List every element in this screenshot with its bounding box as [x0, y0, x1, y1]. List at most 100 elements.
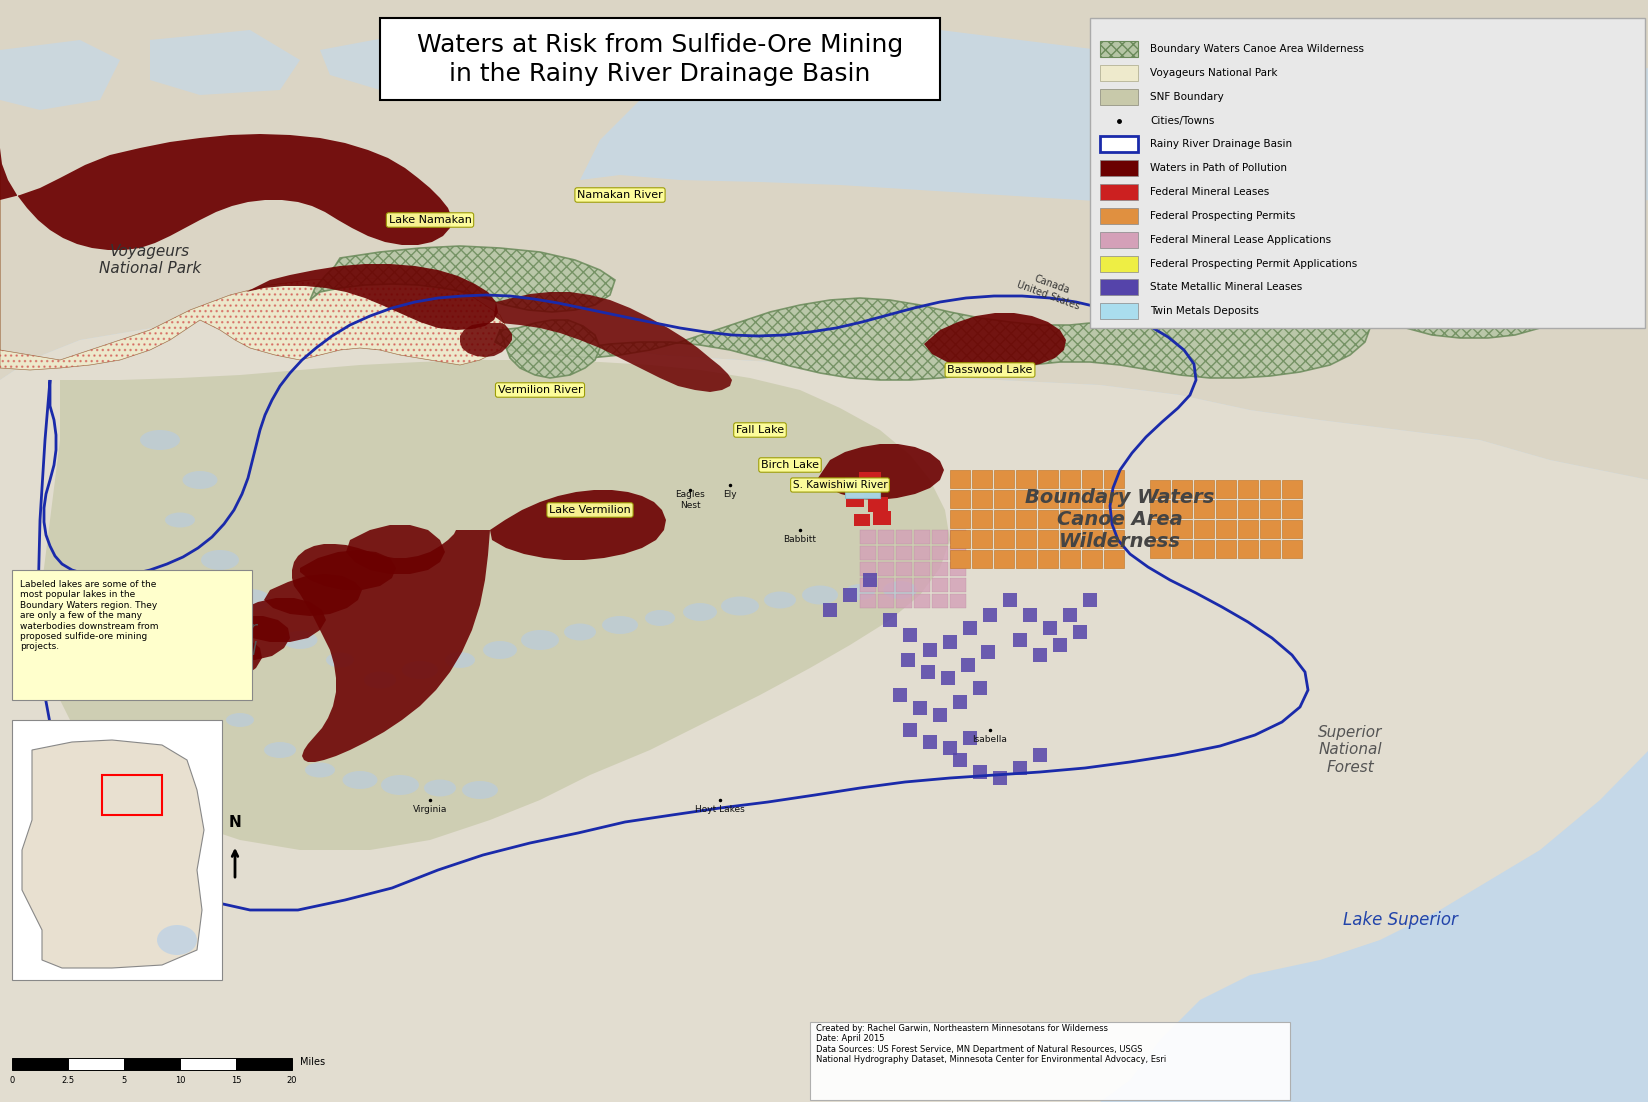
Bar: [1089, 18, 1645, 328]
Bar: [949, 545, 966, 560]
Text: Canada
United States: Canada United States: [1015, 269, 1084, 312]
Text: in the Rainy River Drainage Basin: in the Rainy River Drainage Basin: [448, 62, 870, 86]
Bar: [867, 497, 888, 512]
Polygon shape: [0, 310, 1648, 1102]
Bar: [1193, 540, 1213, 558]
Bar: [1015, 490, 1035, 508]
Ellipse shape: [282, 631, 318, 649]
Ellipse shape: [201, 550, 239, 570]
Bar: [913, 594, 929, 608]
Text: Babbitt: Babbitt: [783, 536, 816, 544]
Text: Isabella: Isabella: [972, 735, 1007, 745]
Bar: [1002, 593, 1017, 607]
Text: Basswood Lake: Basswood Lake: [946, 365, 1032, 375]
Bar: [1193, 520, 1213, 538]
Polygon shape: [489, 490, 666, 560]
Ellipse shape: [402, 661, 438, 679]
Ellipse shape: [264, 742, 297, 758]
Text: 5: 5: [122, 1076, 127, 1085]
Text: 10: 10: [175, 1076, 185, 1085]
Bar: [1037, 469, 1058, 488]
Polygon shape: [346, 525, 445, 574]
Text: Hoyt Lakes: Hoyt Lakes: [695, 806, 745, 814]
Bar: [1259, 540, 1279, 558]
Bar: [1060, 550, 1079, 568]
Polygon shape: [817, 444, 943, 500]
Text: Voyageurs National Park: Voyageurs National Park: [1149, 68, 1277, 78]
Ellipse shape: [844, 584, 875, 599]
Bar: [1060, 510, 1079, 528]
Bar: [1081, 510, 1101, 528]
Bar: [1032, 748, 1046, 761]
Polygon shape: [580, 20, 1648, 225]
Bar: [931, 579, 948, 592]
Bar: [1099, 231, 1137, 248]
Bar: [895, 594, 911, 608]
Polygon shape: [310, 246, 615, 312]
Bar: [1238, 540, 1257, 558]
Bar: [1015, 530, 1035, 548]
Bar: [1149, 540, 1170, 558]
Bar: [877, 594, 893, 608]
Text: 2.5: 2.5: [61, 1076, 74, 1085]
Bar: [1060, 469, 1079, 488]
Bar: [1103, 469, 1124, 488]
Bar: [931, 594, 948, 608]
Bar: [1012, 761, 1027, 775]
Bar: [854, 514, 870, 526]
Bar: [981, 645, 994, 659]
Ellipse shape: [461, 781, 498, 799]
Bar: [1103, 530, 1124, 548]
Bar: [877, 545, 893, 560]
Bar: [972, 681, 987, 695]
Bar: [1149, 500, 1170, 518]
Bar: [992, 771, 1007, 785]
Bar: [949, 530, 966, 544]
Text: Miles: Miles: [300, 1057, 325, 1067]
Bar: [971, 490, 992, 508]
Bar: [994, 550, 1014, 568]
Bar: [1099, 65, 1137, 80]
Bar: [1099, 89, 1137, 105]
Text: Federal Prospecting Permit Applications: Federal Prospecting Permit Applications: [1149, 259, 1356, 269]
Text: Lake Vermilion: Lake Vermilion: [549, 505, 631, 515]
Bar: [872, 511, 890, 525]
Bar: [971, 530, 992, 548]
Bar: [972, 765, 987, 779]
Ellipse shape: [445, 652, 475, 668]
Bar: [949, 469, 969, 488]
Bar: [962, 731, 976, 745]
Text: Eagles
Nest: Eagles Nest: [674, 490, 704, 510]
Text: Created by: Rachel Garwin, Northeastern Minnesotans for Wilderness
Date: April 2: Created by: Rachel Garwin, Northeastern …: [816, 1024, 1165, 1065]
Text: Federal Prospecting Permits: Federal Prospecting Permits: [1149, 210, 1295, 220]
Bar: [1280, 520, 1302, 538]
Ellipse shape: [364, 671, 396, 689]
Bar: [124, 1058, 180, 1070]
Bar: [923, 735, 936, 749]
Polygon shape: [232, 598, 326, 642]
Bar: [1012, 633, 1027, 647]
Bar: [1032, 648, 1046, 662]
Bar: [949, 562, 966, 576]
Bar: [1043, 622, 1056, 635]
Bar: [1037, 510, 1058, 528]
Bar: [1060, 490, 1079, 508]
Bar: [877, 562, 893, 576]
Bar: [931, 562, 948, 576]
Bar: [877, 579, 893, 592]
Bar: [903, 628, 916, 642]
Bar: [1280, 480, 1302, 498]
Text: Fall Lake: Fall Lake: [735, 425, 783, 435]
Bar: [982, 608, 997, 622]
Bar: [941, 671, 954, 685]
Bar: [1259, 520, 1279, 538]
Polygon shape: [0, 50, 452, 250]
Bar: [882, 613, 897, 627]
Bar: [1149, 520, 1170, 538]
Text: Superior
National
Forest: Superior National Forest: [181, 620, 257, 680]
Bar: [12, 570, 252, 700]
Text: Virginia: Virginia: [412, 806, 447, 814]
Bar: [1103, 510, 1124, 528]
Bar: [1015, 510, 1035, 528]
Ellipse shape: [521, 630, 559, 650]
